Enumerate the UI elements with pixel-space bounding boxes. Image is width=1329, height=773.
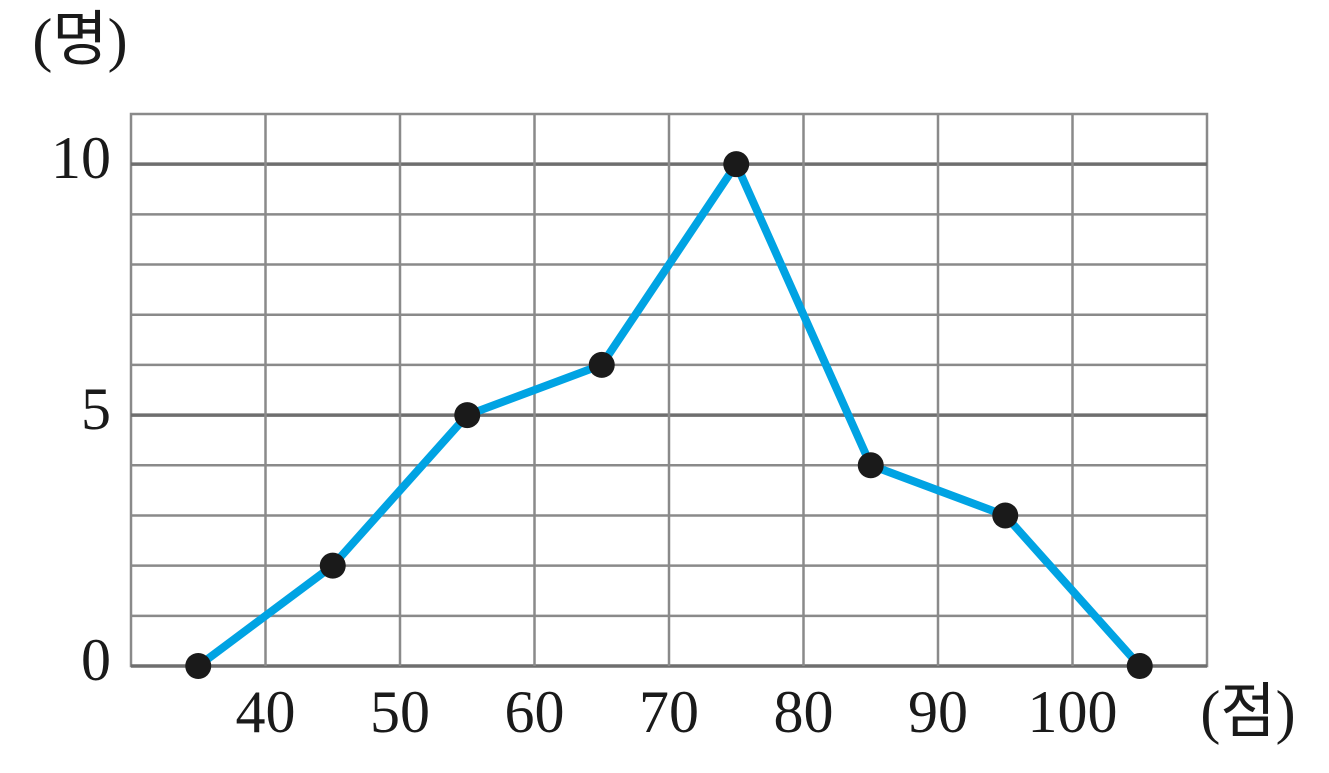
x-tick-label: 70: [639, 679, 699, 745]
y-tick-label: 10: [51, 125, 111, 191]
y-tick-label: 0: [81, 627, 111, 693]
data-point: [723, 151, 750, 178]
x-tick-label: 80: [774, 679, 834, 745]
data-point: [857, 452, 884, 479]
x-tick-label: 100: [1028, 679, 1118, 745]
x-tick-label: 60: [505, 679, 565, 745]
series-line: [195, 160, 1143, 670]
x-tick-label: 90: [908, 679, 968, 745]
data-point: [185, 653, 212, 679]
data-point: [319, 552, 346, 579]
x-axis-label: (점): [1200, 679, 1295, 745]
y-axis-label: (명): [32, 7, 127, 73]
y-tick-label: 5: [81, 376, 111, 442]
data-point: [1126, 653, 1153, 679]
x-tick-label: 50: [370, 679, 430, 745]
data-point: [588, 351, 615, 378]
data-point: [454, 402, 481, 429]
x-tick-label: 40: [236, 679, 296, 745]
data-point: [992, 502, 1019, 529]
